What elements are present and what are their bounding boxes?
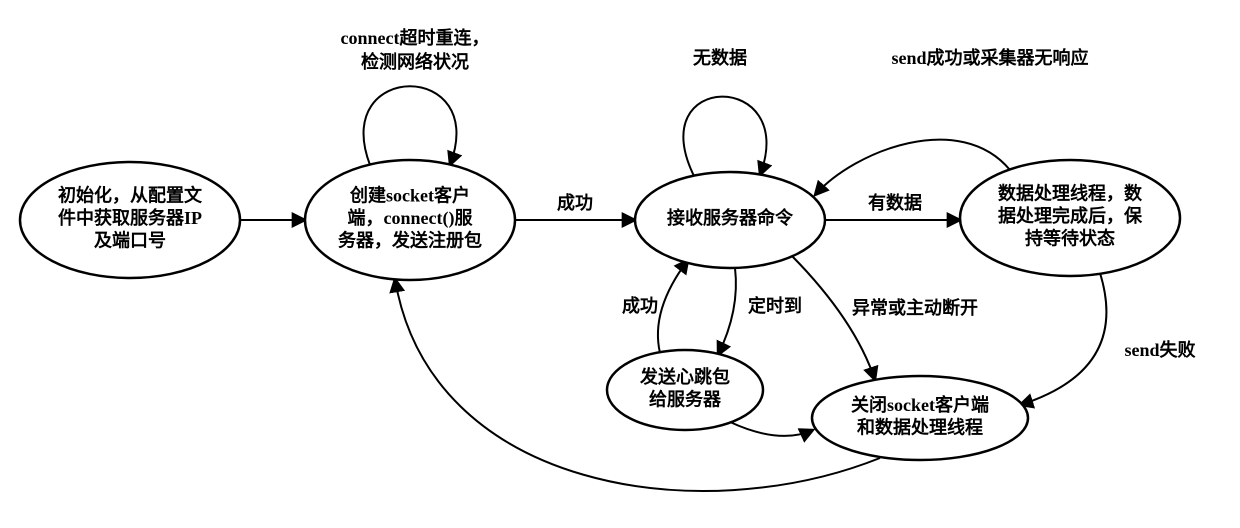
- edge-label: 有数据: [868, 192, 922, 213]
- node-text-line: 端，connect()服: [348, 208, 474, 229]
- nodes-layer: 初始化，从配置文件中获取服务器IP 及端口号 创建socket客户端，connect…: [20, 160, 1180, 460]
- node-text-line: 初始化，从配置文: [58, 185, 203, 206]
- node-text-line: 和数据处理线程: [857, 416, 983, 437]
- node-proc: 数据处理线程，数据处理完成后，保持等待状态: [960, 160, 1180, 276]
- edge-e-create-self: [364, 86, 457, 165]
- edge-e-recv-heart: [718, 268, 736, 355]
- edge-label: send失败: [1124, 339, 1195, 360]
- edge-e-heart-recv: [658, 260, 688, 353]
- edge-label: send成功或采集器无响应: [891, 47, 1088, 68]
- node-heart: 发送心跳包给服务器: [607, 350, 763, 430]
- edge-label: 定时到: [748, 295, 802, 316]
- flow-diagram: 初始化，从配置文件中获取服务器IP 及端口号 创建socket客户端，connect…: [0, 0, 1240, 528]
- node-text-line: 务器，发送注册包: [338, 230, 482, 251]
- edge-label: 检测网络状况: [361, 51, 469, 72]
- node-text-line: 接收服务器命令: [667, 207, 794, 228]
- node-text-line: 创建socket客户: [349, 185, 470, 206]
- node-text-line: 及端口号: [94, 231, 166, 251]
- node-close: 关闭socket客户端和数据处理线程: [812, 376, 1028, 460]
- edge-label: connect超时重连，: [341, 27, 490, 48]
- node-text-line: 关闭socket客户端: [851, 394, 989, 415]
- node-text-line: 件中获取服务器IP: [58, 207, 202, 228]
- edge-label: 无数据: [693, 47, 747, 68]
- edge-label: 成功: [557, 192, 593, 213]
- node-init: 初始化，从配置文件中获取服务器IP 及端口号: [20, 162, 240, 278]
- edge-label: 异常或主动断开: [852, 297, 978, 318]
- node-recv: 接收服务器命令: [635, 172, 825, 268]
- node-text-line: 发送心跳包: [639, 366, 730, 387]
- edge-e-recv-self: [683, 97, 766, 178]
- node-text-line: 持等待状态: [1025, 228, 1115, 249]
- node-text-line: 数据处理线程，数: [998, 183, 1143, 204]
- edge-e-heart-close: [730, 422, 813, 436]
- node-create: 创建socket客户端，connect()服务器，发送注册包: [305, 160, 515, 280]
- edge-e-proc-close: [1020, 273, 1106, 405]
- node-text-line: 给服务器: [649, 388, 722, 409]
- node-text-line: 据处理完成后，保: [998, 205, 1143, 226]
- edge-label: 成功: [622, 295, 658, 316]
